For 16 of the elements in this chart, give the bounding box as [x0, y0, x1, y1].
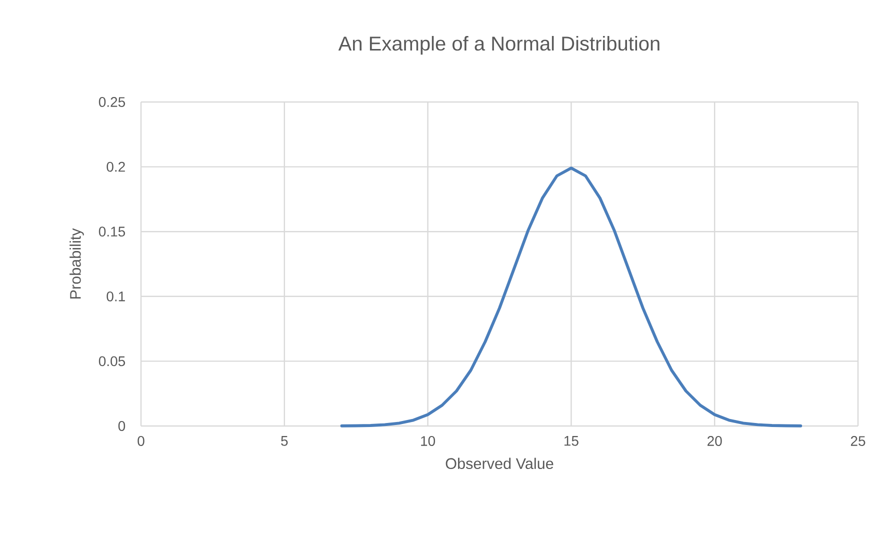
- y-tick-label: 0.15: [98, 226, 126, 237]
- x-tick-label: 10: [421, 436, 436, 446]
- y-tick-label: 0.25: [98, 97, 126, 107]
- chart-title: An Example of a Normal Distribution: [338, 36, 660, 55]
- x-tick-label: 20: [708, 436, 722, 446]
- y-tick-label: 0.1: [106, 291, 125, 302]
- x-tick-label: 5: [281, 436, 288, 446]
- y-axis-title: Probability: [70, 228, 84, 299]
- line-series: [340, 166, 802, 428]
- x-tick-label: 25: [850, 436, 866, 446]
- y-tick-label: 0.2: [106, 162, 125, 172]
- y-tick-label: 0.05: [98, 356, 126, 366]
- x-tick-label: 0: [138, 436, 144, 446]
- x-axis-title: Observed Value: [446, 458, 554, 470]
- x-tick-label: 15: [564, 436, 578, 446]
- y-tick-label: 0: [118, 421, 126, 431]
